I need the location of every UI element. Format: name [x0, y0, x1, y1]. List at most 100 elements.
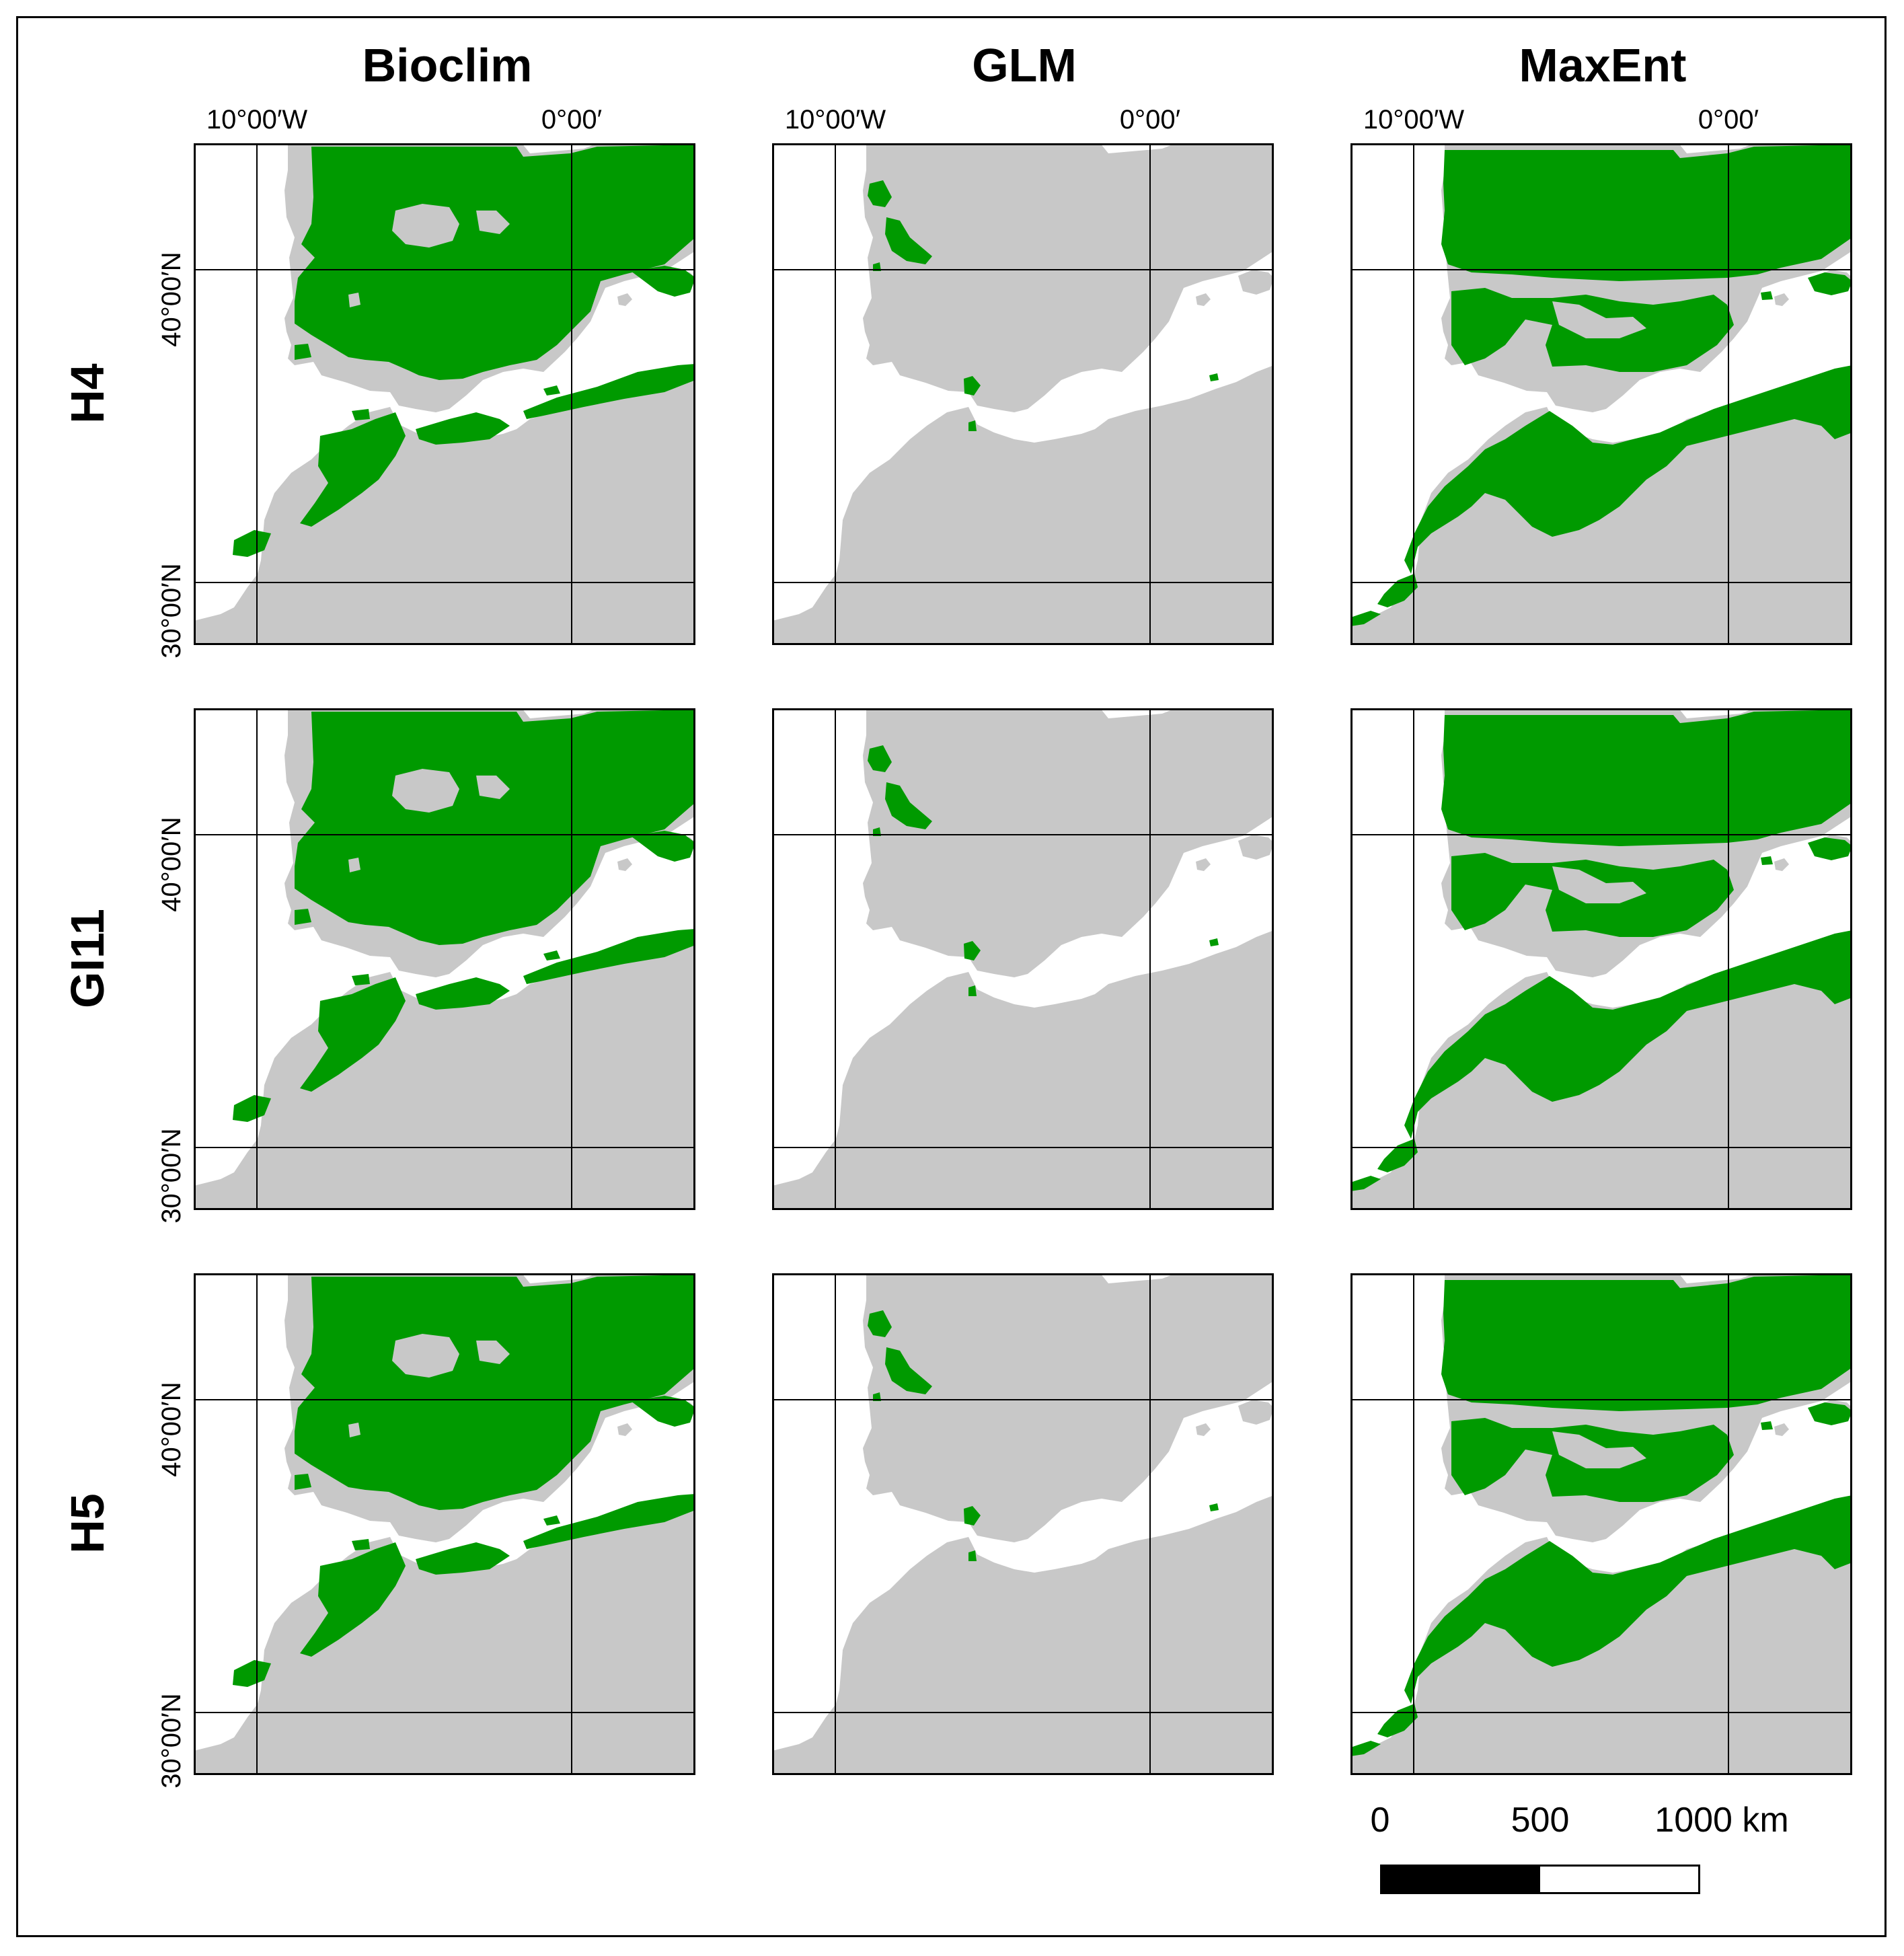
panel-border: [1350, 708, 1852, 1210]
suitable-area: [233, 530, 271, 557]
suitable-area: [295, 1275, 695, 1510]
unsuitable-patch: [392, 1334, 459, 1378]
map-panel-gi11-bioclim: [194, 708, 695, 1210]
suitable-area: [1350, 1741, 1381, 1756]
unsuitable-patch: [476, 776, 510, 799]
lat-label-40n: 40°00′N: [157, 1382, 186, 1477]
map-svg: [194, 1273, 695, 1775]
map-svg: [772, 1273, 1274, 1775]
suitable-area: [631, 1396, 695, 1427]
unsuitable-patch: [1714, 449, 1821, 476]
suitable-area: [1441, 1275, 1852, 1411]
islet-land: [1774, 1423, 1789, 1436]
suitable-area: [1761, 291, 1773, 300]
lat-label-40n: 40°00′N: [157, 252, 186, 347]
suitable-area: [1209, 1503, 1219, 1511]
suitable-area: [1404, 930, 1852, 1139]
suitable-area: [885, 217, 932, 264]
lon-label-0: 0°00′: [1119, 105, 1181, 135]
map-panel-gi11-maxent: [1350, 708, 1852, 1210]
suitable-area: [300, 977, 406, 1092]
suitable-area: [416, 977, 510, 1010]
suitable-area: [885, 1347, 932, 1394]
lon-label-0: 0°00′: [1698, 105, 1759, 135]
suitable-area: [300, 1542, 406, 1657]
islet-land: [1196, 858, 1211, 871]
suitable-area: [1404, 365, 1852, 574]
scale-bar-black-segment: [1382, 1867, 1540, 1892]
suitable-area: [352, 974, 370, 985]
suitable-area: [416, 1542, 510, 1575]
islet-land: [1196, 293, 1211, 306]
panel-border: [194, 143, 695, 645]
map-panel-h5-maxent: [1350, 1273, 1852, 1775]
unsuitable-patch: [476, 1341, 510, 1364]
suitable-area: [416, 412, 510, 445]
suitable-area: [631, 266, 695, 297]
suitable-area: [873, 827, 881, 836]
map-svg: [772, 143, 1274, 645]
suitable-area: [964, 376, 981, 396]
suitable-area: [964, 941, 981, 961]
balearic-land: [1238, 835, 1274, 860]
suitable-area: [1209, 373, 1219, 381]
panel-border: [1350, 143, 1852, 645]
map-svg: [1350, 1273, 1852, 1775]
suitable-area: [1404, 1495, 1852, 1704]
balearic-land: [1238, 1400, 1274, 1425]
iberia-land: [863, 143, 1274, 412]
suitable-area: [523, 929, 695, 984]
suitable-area: [523, 1494, 695, 1549]
suitable-area: [1808, 1402, 1852, 1425]
suitable-area: [968, 420, 977, 431]
unsuitable-patch: [1714, 1579, 1821, 1606]
islet-land: [1774, 293, 1789, 306]
suitable-area: [1808, 272, 1852, 295]
lat-label-30n: 30°00′N: [157, 1128, 186, 1224]
suitable-area: [964, 1506, 981, 1526]
panel-border: [772, 143, 1274, 645]
suitable-area: [1441, 145, 1852, 281]
scale-bar: [1380, 1865, 1700, 1894]
suitable-area: [295, 1474, 311, 1490]
suitable-area: [233, 1660, 271, 1687]
suitable-area: [1350, 1176, 1381, 1191]
unsuitable-patch: [1714, 1014, 1821, 1041]
suitable-area: [543, 950, 560, 961]
unsuitable-patch: [348, 1423, 360, 1437]
lat-label-40n: 40°00′N: [157, 817, 186, 912]
suitable-area: [233, 1095, 271, 1122]
suitable-area: [1209, 938, 1219, 946]
column-title-maxent: MaxEnt: [1519, 39, 1687, 91]
north-africa-land: [194, 1495, 695, 1775]
islet-land: [617, 293, 632, 306]
unsuitable-patch: [392, 769, 459, 813]
map-panel-h5-bioclim: [194, 1273, 695, 1775]
unsuitable-patch: [1552, 866, 1646, 903]
suitable-area: [543, 1515, 560, 1526]
column-title-glm: GLM: [972, 39, 1077, 91]
unsuitable-patch: [1519, 1112, 1572, 1132]
row-title-gi11: GI11: [61, 909, 114, 1008]
unsuitable-patch: [348, 858, 360, 872]
unsuitable-patch: [1552, 301, 1646, 338]
suitable-area: [1441, 710, 1852, 846]
map-panel-h5-glm: [772, 1273, 1274, 1775]
scale-label-500: 500: [1511, 1801, 1570, 1840]
suitable-area: [300, 412, 406, 527]
suitable-area: [523, 364, 695, 419]
lon-label-10w: 10°00′W: [1363, 105, 1465, 135]
map-svg: [194, 143, 695, 645]
panel-border: [1350, 1273, 1852, 1775]
suitable-area: [295, 710, 695, 945]
column-title-bioclim: Bioclim: [362, 39, 533, 91]
islet-land: [617, 858, 632, 871]
iberia-land: [863, 1273, 1274, 1542]
north-africa-land: [772, 365, 1274, 645]
map-panel-h4-maxent: [1350, 143, 1852, 645]
row-title-h5: H5: [61, 1493, 114, 1554]
map-svg: [772, 708, 1274, 1210]
panel-border: [194, 1273, 695, 1775]
map-panel-h4-bioclim: [194, 143, 695, 645]
suitable-area: [1350, 611, 1381, 626]
